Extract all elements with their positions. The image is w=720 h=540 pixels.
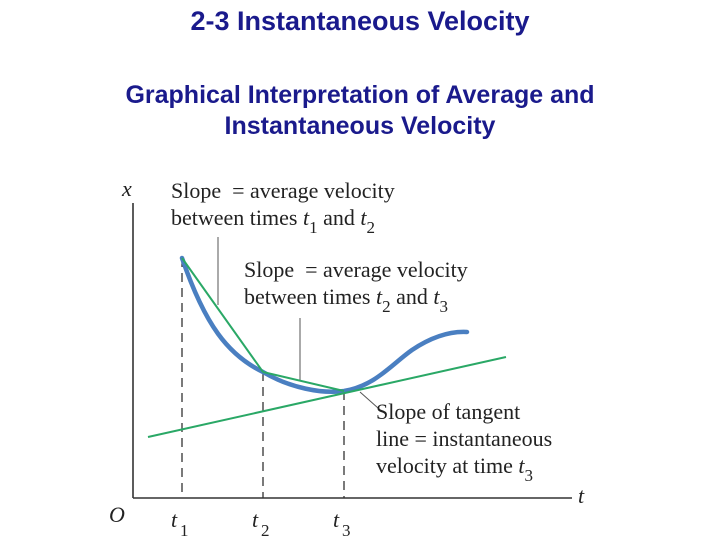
annotation-2-mid: and bbox=[391, 284, 434, 309]
leader-line-3 bbox=[359, 391, 379, 409]
annotation-instantaneous-velocity: Slope of tangent line = instantaneous ve… bbox=[376, 399, 552, 485]
annotation-1-line-1: Slope = average velocity bbox=[171, 178, 395, 203]
subtitle-line-2: Instantaneous Velocity bbox=[224, 112, 496, 140]
annotation-average-velocity-2: Slope = average velocity between times t… bbox=[244, 257, 468, 316]
secant-line-t2-t3 bbox=[262, 371, 345, 392]
tick-label-t2-base: t bbox=[252, 507, 259, 532]
annotation-2-line-1: Slope = average velocity bbox=[244, 257, 468, 282]
tick-label-t3-sub: 3 bbox=[342, 521, 351, 540]
position-curve bbox=[179, 255, 470, 394]
tick-label-t1: t 1 bbox=[171, 507, 189, 540]
subtitle-line-1: Graphical Interpretation of Average and bbox=[125, 81, 595, 109]
axis-y-label: x bbox=[121, 176, 132, 201]
annotation-1-mid: and bbox=[318, 205, 361, 230]
secant-line-t1-t2 bbox=[181, 257, 264, 373]
page-subtitle: Graphical Interpretation of Average and … bbox=[0, 80, 720, 142]
annotation-3-line-3: velocity at time t3 bbox=[376, 453, 533, 485]
axis-x-label: t bbox=[578, 483, 585, 508]
annotation-2-line-2: between times t2 and t3 bbox=[244, 284, 448, 316]
page-title: 2-3 Instantaneous Velocity bbox=[190, 6, 530, 36]
annotation-1-t-a: 1 bbox=[309, 218, 318, 237]
annotation-1-line-2: between times t1 and t2 bbox=[171, 205, 375, 237]
tangent-line-t3 bbox=[147, 356, 507, 438]
tick-label-t2-sub: 2 bbox=[261, 521, 270, 540]
tick-label-t3: t 3 bbox=[333, 507, 351, 540]
annotation-1-t-b: 2 bbox=[366, 218, 375, 237]
tick-label-t1-sub: 1 bbox=[180, 521, 189, 540]
annotation-2-t-a: 2 bbox=[382, 297, 391, 316]
annotation-2-prefix: between times bbox=[244, 284, 376, 309]
tick-label-t2: t 2 bbox=[252, 507, 270, 540]
annotation-2-t-b: 3 bbox=[439, 297, 448, 316]
annotation-average-velocity-1: Slope = average velocity between times t… bbox=[171, 178, 395, 237]
annotation-3-prefix: velocity at time bbox=[376, 453, 518, 478]
annotation-1-prefix: between times bbox=[171, 205, 303, 230]
tick-label-t3-base: t bbox=[333, 507, 340, 532]
tick-label-t1-base: t bbox=[171, 507, 178, 532]
origin-label: O bbox=[109, 502, 125, 527]
annotation-3-t: 3 bbox=[524, 466, 533, 485]
annotation-3-line-1: Slope of tangent bbox=[376, 399, 520, 424]
annotation-3-line-2: line = instantaneous bbox=[376, 426, 552, 451]
